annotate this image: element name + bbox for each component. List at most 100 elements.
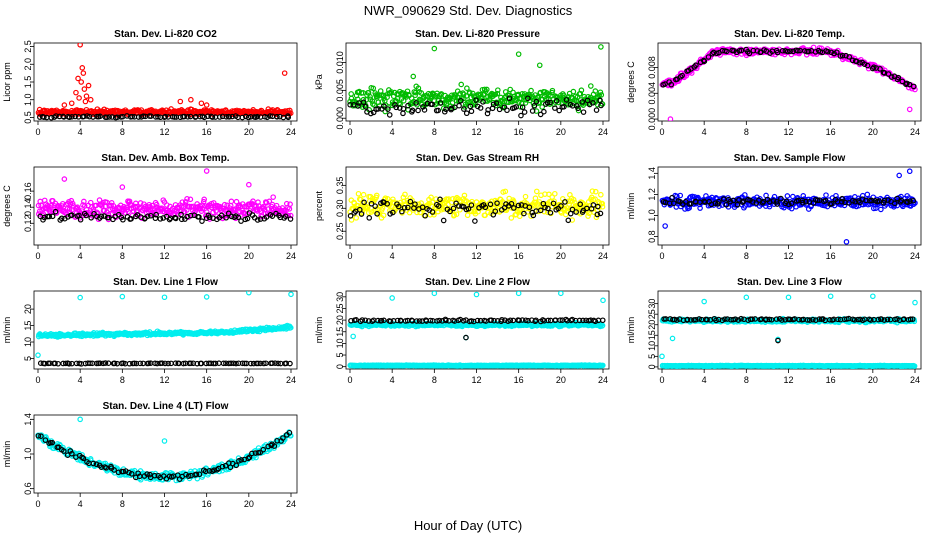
data-point (894, 195, 901, 202)
data-point (598, 102, 604, 109)
data-point (81, 113, 87, 120)
x-tick-label: 0 (35, 375, 40, 385)
data-point (375, 317, 381, 324)
data-point (69, 200, 76, 207)
x-tick-label: 0 (659, 251, 664, 261)
data-point (393, 104, 400, 111)
y-tick-label: 10 (647, 341, 657, 351)
data-point (837, 53, 844, 59)
data-point (162, 360, 168, 367)
data-point (384, 196, 391, 202)
data-point (492, 208, 499, 215)
data-point (742, 192, 748, 198)
outlier-point (667, 116, 674, 121)
x-tick-label: 8 (120, 375, 125, 385)
data-point (803, 198, 809, 205)
data-point (778, 195, 784, 202)
outlier-point (515, 291, 522, 297)
data-point (749, 199, 756, 205)
y-tick-label: 1.0 (647, 209, 657, 222)
data-point (261, 360, 267, 367)
data-point (386, 112, 393, 118)
y-tick-label: 0 (335, 364, 345, 369)
data-point (756, 197, 762, 203)
data-point (387, 318, 394, 325)
data-point (545, 317, 551, 324)
outlier-point (73, 89, 79, 96)
data-point (106, 114, 112, 120)
data-point (187, 196, 194, 203)
data-point (565, 198, 572, 205)
data-point (412, 89, 419, 96)
data-point (399, 208, 405, 215)
data-point (519, 104, 526, 111)
data-point (599, 317, 606, 324)
data-point (412, 92, 418, 99)
data-point (541, 108, 547, 115)
data-point (516, 213, 523, 220)
y-tick-label: 0.12 (23, 215, 33, 233)
data-point (701, 198, 707, 205)
x-tick-label: 20 (868, 127, 878, 137)
data-point (171, 114, 178, 120)
data-point (710, 49, 717, 56)
data-point (593, 214, 600, 221)
y-tick-label: 25 (335, 303, 345, 313)
data-point (387, 211, 393, 217)
data-point (269, 213, 276, 219)
data-point (153, 201, 160, 208)
data-point (184, 196, 190, 202)
data-point (575, 105, 581, 112)
data-point (804, 317, 811, 323)
outlier-point (870, 293, 876, 300)
x-tick-label: 24 (598, 127, 608, 137)
data-point (828, 200, 835, 207)
data-point (594, 211, 601, 218)
data-point (394, 317, 401, 324)
data-point (283, 360, 290, 367)
outlier-point (536, 62, 543, 69)
data-point (533, 98, 540, 105)
data-point (385, 106, 391, 112)
panel-title: Stan. Dev. Line 1 Flow (113, 277, 218, 288)
data-point (907, 198, 913, 204)
data-point (360, 191, 367, 198)
data-point (219, 113, 226, 120)
data-point (287, 212, 294, 219)
x-tick-label: 12 (783, 251, 793, 261)
outlier-point (669, 335, 676, 342)
x-tick-label: 20 (868, 375, 878, 385)
data-point (693, 316, 699, 323)
data-point (576, 317, 583, 324)
data-point (723, 48, 730, 55)
data-point (347, 213, 354, 219)
data-point (677, 192, 684, 199)
data-point (482, 212, 488, 219)
data-point (724, 316, 731, 322)
outlier-point (79, 65, 86, 71)
data-point (148, 212, 154, 219)
data-point (784, 48, 791, 55)
data-point (480, 99, 486, 105)
data-point (600, 362, 606, 369)
x-tick-label: 12 (471, 127, 481, 137)
x-tick-label: 16 (514, 127, 524, 137)
data-point (415, 85, 422, 92)
data-point (187, 212, 194, 219)
data-point (59, 200, 66, 207)
y-tick-label: 20 (335, 315, 345, 325)
data-point (532, 195, 539, 202)
x-tick-label: 24 (286, 127, 296, 137)
data-point (450, 205, 457, 212)
data-point (907, 316, 914, 323)
data-point (157, 216, 164, 222)
data-point (388, 89, 395, 95)
data-point (491, 317, 497, 324)
x-tick-label: 16 (514, 375, 524, 385)
data-point (508, 215, 515, 221)
y-tick-label: 0.000 (335, 107, 345, 130)
data-point (108, 202, 114, 209)
data-point (464, 85, 470, 91)
